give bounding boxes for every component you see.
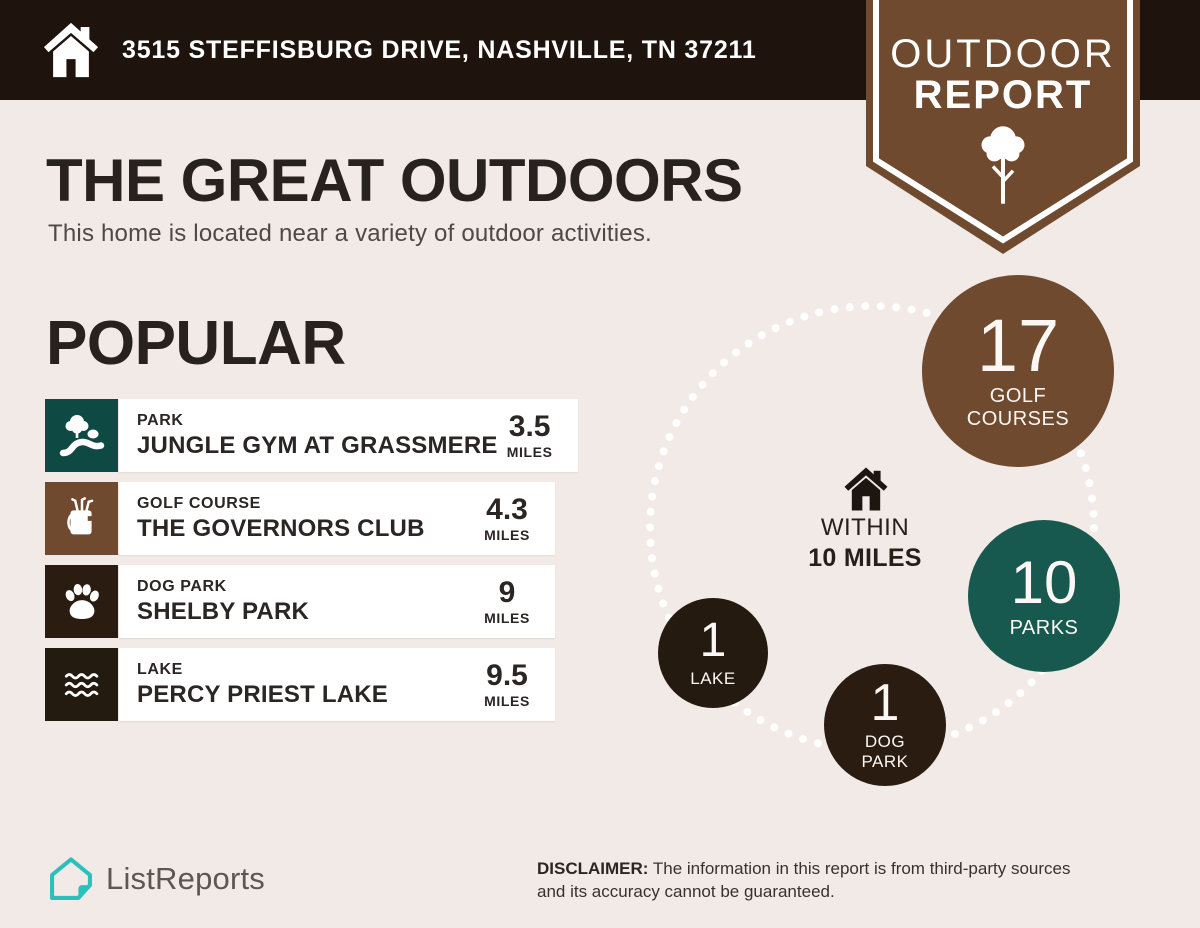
badge-title-line1: OUTDOOR bbox=[890, 32, 1116, 76]
badge-title: OUTDOOR REPORT bbox=[858, 34, 1148, 116]
poi-distance-unit: MILES bbox=[484, 609, 530, 626]
stat-label-line1: DOG bbox=[864, 732, 906, 752]
paw-icon bbox=[45, 565, 118, 638]
poi-details: GOLF COURSE THE GOVERNORS CLUB 4.3 MILES bbox=[119, 482, 555, 555]
poi-row-golf-course: GOLF COURSE THE GOVERNORS CLUB 4.3 MILES bbox=[45, 482, 555, 555]
radius-dotted-circle bbox=[646, 302, 1098, 754]
poi-row-lake: LAKE PERCY PRIEST LAKE 9.5 MILES bbox=[45, 648, 555, 721]
disclaimer-text: DISCLAIMER: The information in this repo… bbox=[537, 858, 1097, 904]
stat-label-line1: PARKS bbox=[1009, 616, 1079, 639]
stat-value: 1 bbox=[870, 673, 900, 732]
stat-label-line1: GOLF bbox=[989, 385, 1047, 408]
listreports-house-icon bbox=[50, 857, 92, 900]
poi-distance-unit: MILES bbox=[506, 443, 553, 460]
poi-name: SHELBY PARK bbox=[137, 597, 310, 625]
brand-name: ListReports bbox=[106, 861, 265, 896]
radius-label-line2: 10 MILES bbox=[808, 544, 922, 572]
poi-details: DOG PARK SHELBY PARK 9 MILES bbox=[119, 565, 555, 638]
stat-circle-dog-park: 1 DOG PARK bbox=[824, 664, 946, 786]
stat-value: 17 bbox=[976, 303, 1060, 387]
golf-bag-icon bbox=[45, 482, 118, 555]
stat-label-line2: PARK bbox=[861, 751, 909, 771]
stat-value: 1 bbox=[699, 614, 727, 668]
disclaimer-body: The information in this report is from t… bbox=[537, 859, 1071, 901]
poi-row-park: PARK JUNGLE GYM AT GRASSMERE 3.5 MILES bbox=[45, 399, 578, 472]
park-trail-icon bbox=[45, 399, 118, 472]
listreports-logo: ListReports bbox=[48, 856, 265, 902]
stat-label: GOLF COURSES bbox=[967, 385, 1069, 431]
home-icon bbox=[43, 22, 99, 78]
poi-distance-value: 3.5 bbox=[508, 409, 551, 443]
page-subtitle: This home is located near a variety of o… bbox=[48, 220, 652, 247]
poi-row-dog-park: DOG PARK SHELBY PARK 9 MILES bbox=[45, 565, 555, 638]
stat-label-line2: COURSES bbox=[966, 408, 1070, 431]
poi-distance-value: 9 bbox=[498, 575, 516, 609]
waves-icon bbox=[45, 648, 118, 721]
stat-label: DOG PARK bbox=[861, 732, 908, 771]
poi-distance-value: 9.5 bbox=[486, 658, 528, 692]
poi-distance: 3.5 MILES bbox=[498, 409, 562, 460]
page-title: THE GREAT OUTDOORS bbox=[46, 147, 743, 214]
property-address: 3515 STEFFISBURG DRIVE, NASHVILLE, TN 37… bbox=[122, 35, 757, 64]
poi-distance: 9 MILES bbox=[475, 575, 539, 626]
poi-category: LAKE bbox=[137, 660, 183, 678]
poi-distance: 4.3 MILES bbox=[475, 492, 539, 543]
home-icon bbox=[844, 467, 888, 511]
disclaimer-label: DISCLAIMER: bbox=[537, 859, 649, 878]
poi-distance-value: 4.3 bbox=[486, 492, 528, 526]
poi-details: LAKE PERCY PRIEST LAKE 9.5 MILES bbox=[119, 648, 555, 721]
stat-value: 10 bbox=[1010, 548, 1078, 616]
tree-icon bbox=[981, 126, 1025, 204]
poi-details: PARK JUNGLE GYM AT GRASSMERE 3.5 MILES bbox=[119, 399, 578, 472]
stat-label: LAKE bbox=[690, 669, 735, 689]
radius-center-label: WITHIN 10 MILES bbox=[765, 514, 965, 573]
stat-label-line1: LAKE bbox=[690, 669, 736, 689]
stat-label: PARKS bbox=[1010, 617, 1079, 640]
stat-circle-lake: 1 LAKE bbox=[658, 598, 768, 708]
stat-circle-golf-courses: 17 GOLF COURSES bbox=[922, 275, 1114, 467]
poi-distance-unit: MILES bbox=[484, 526, 530, 543]
poi-category: PARK bbox=[137, 411, 184, 429]
popular-heading: POPULAR bbox=[46, 309, 346, 378]
stat-circle-parks: 10 PARKS bbox=[968, 520, 1120, 672]
badge-title-line2: REPORT bbox=[913, 73, 1093, 117]
poi-name: THE GOVERNORS CLUB bbox=[137, 514, 425, 542]
poi-category: GOLF COURSE bbox=[137, 494, 261, 512]
poi-category: DOG PARK bbox=[137, 577, 227, 595]
poi-distance-unit: MILES bbox=[484, 692, 530, 709]
poi-name: PERCY PRIEST LAKE bbox=[137, 680, 389, 708]
radius-label-line1: WITHIN bbox=[820, 514, 910, 541]
poi-name: JUNGLE GYM AT GRASSMERE bbox=[137, 431, 498, 459]
popular-list: PARK JUNGLE GYM AT GRASSMERE 3.5 MILES bbox=[45, 399, 578, 731]
outdoor-report-badge: OUTDOOR REPORT bbox=[858, 0, 1148, 260]
poi-distance: 9.5 MILES bbox=[475, 658, 539, 709]
